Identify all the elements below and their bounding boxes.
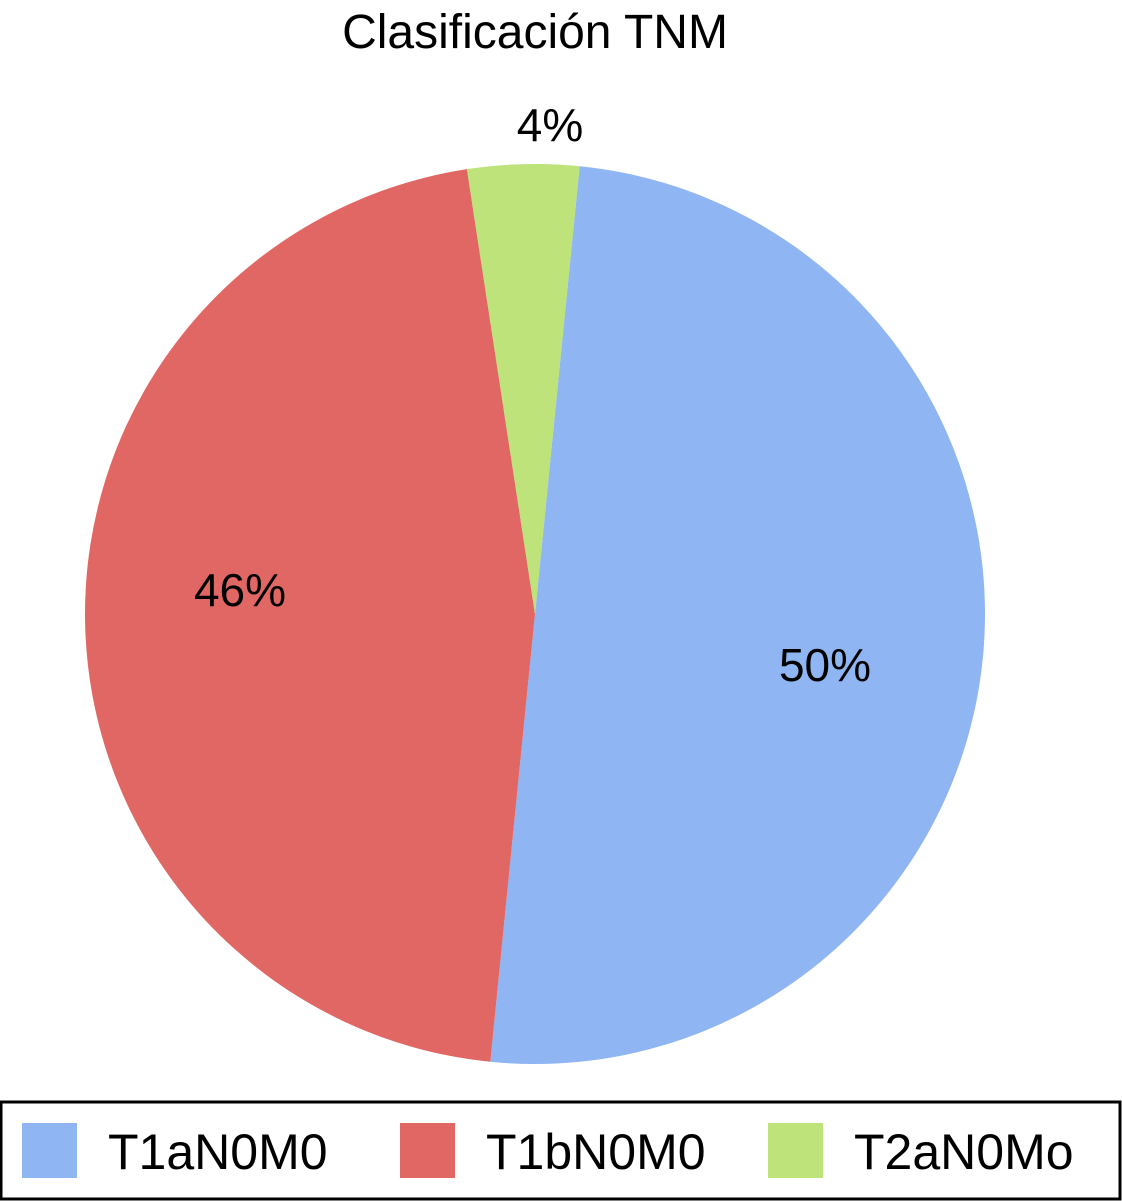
legend-swatch	[768, 1123, 823, 1178]
data-label: 50%	[779, 639, 871, 691]
legend-swatch	[22, 1123, 77, 1178]
pie-slice-t1bn0m0	[84, 169, 535, 1062]
pie-slice-t1an0m0	[490, 166, 986, 1065]
legend-label: T1bN0M0	[486, 1124, 706, 1180]
data-label: 46%	[194, 564, 286, 616]
legend-box	[0, 1100, 1122, 1201]
data-label: 4%	[517, 99, 583, 151]
chart-title: Clasificación TNM	[342, 6, 728, 59]
legend-label: T1aN0M0	[108, 1124, 328, 1180]
pie-slice-t2an0mo	[466, 164, 580, 615]
legend-swatch	[400, 1123, 455, 1178]
legend-label: T2aN0Mo	[854, 1124, 1074, 1180]
